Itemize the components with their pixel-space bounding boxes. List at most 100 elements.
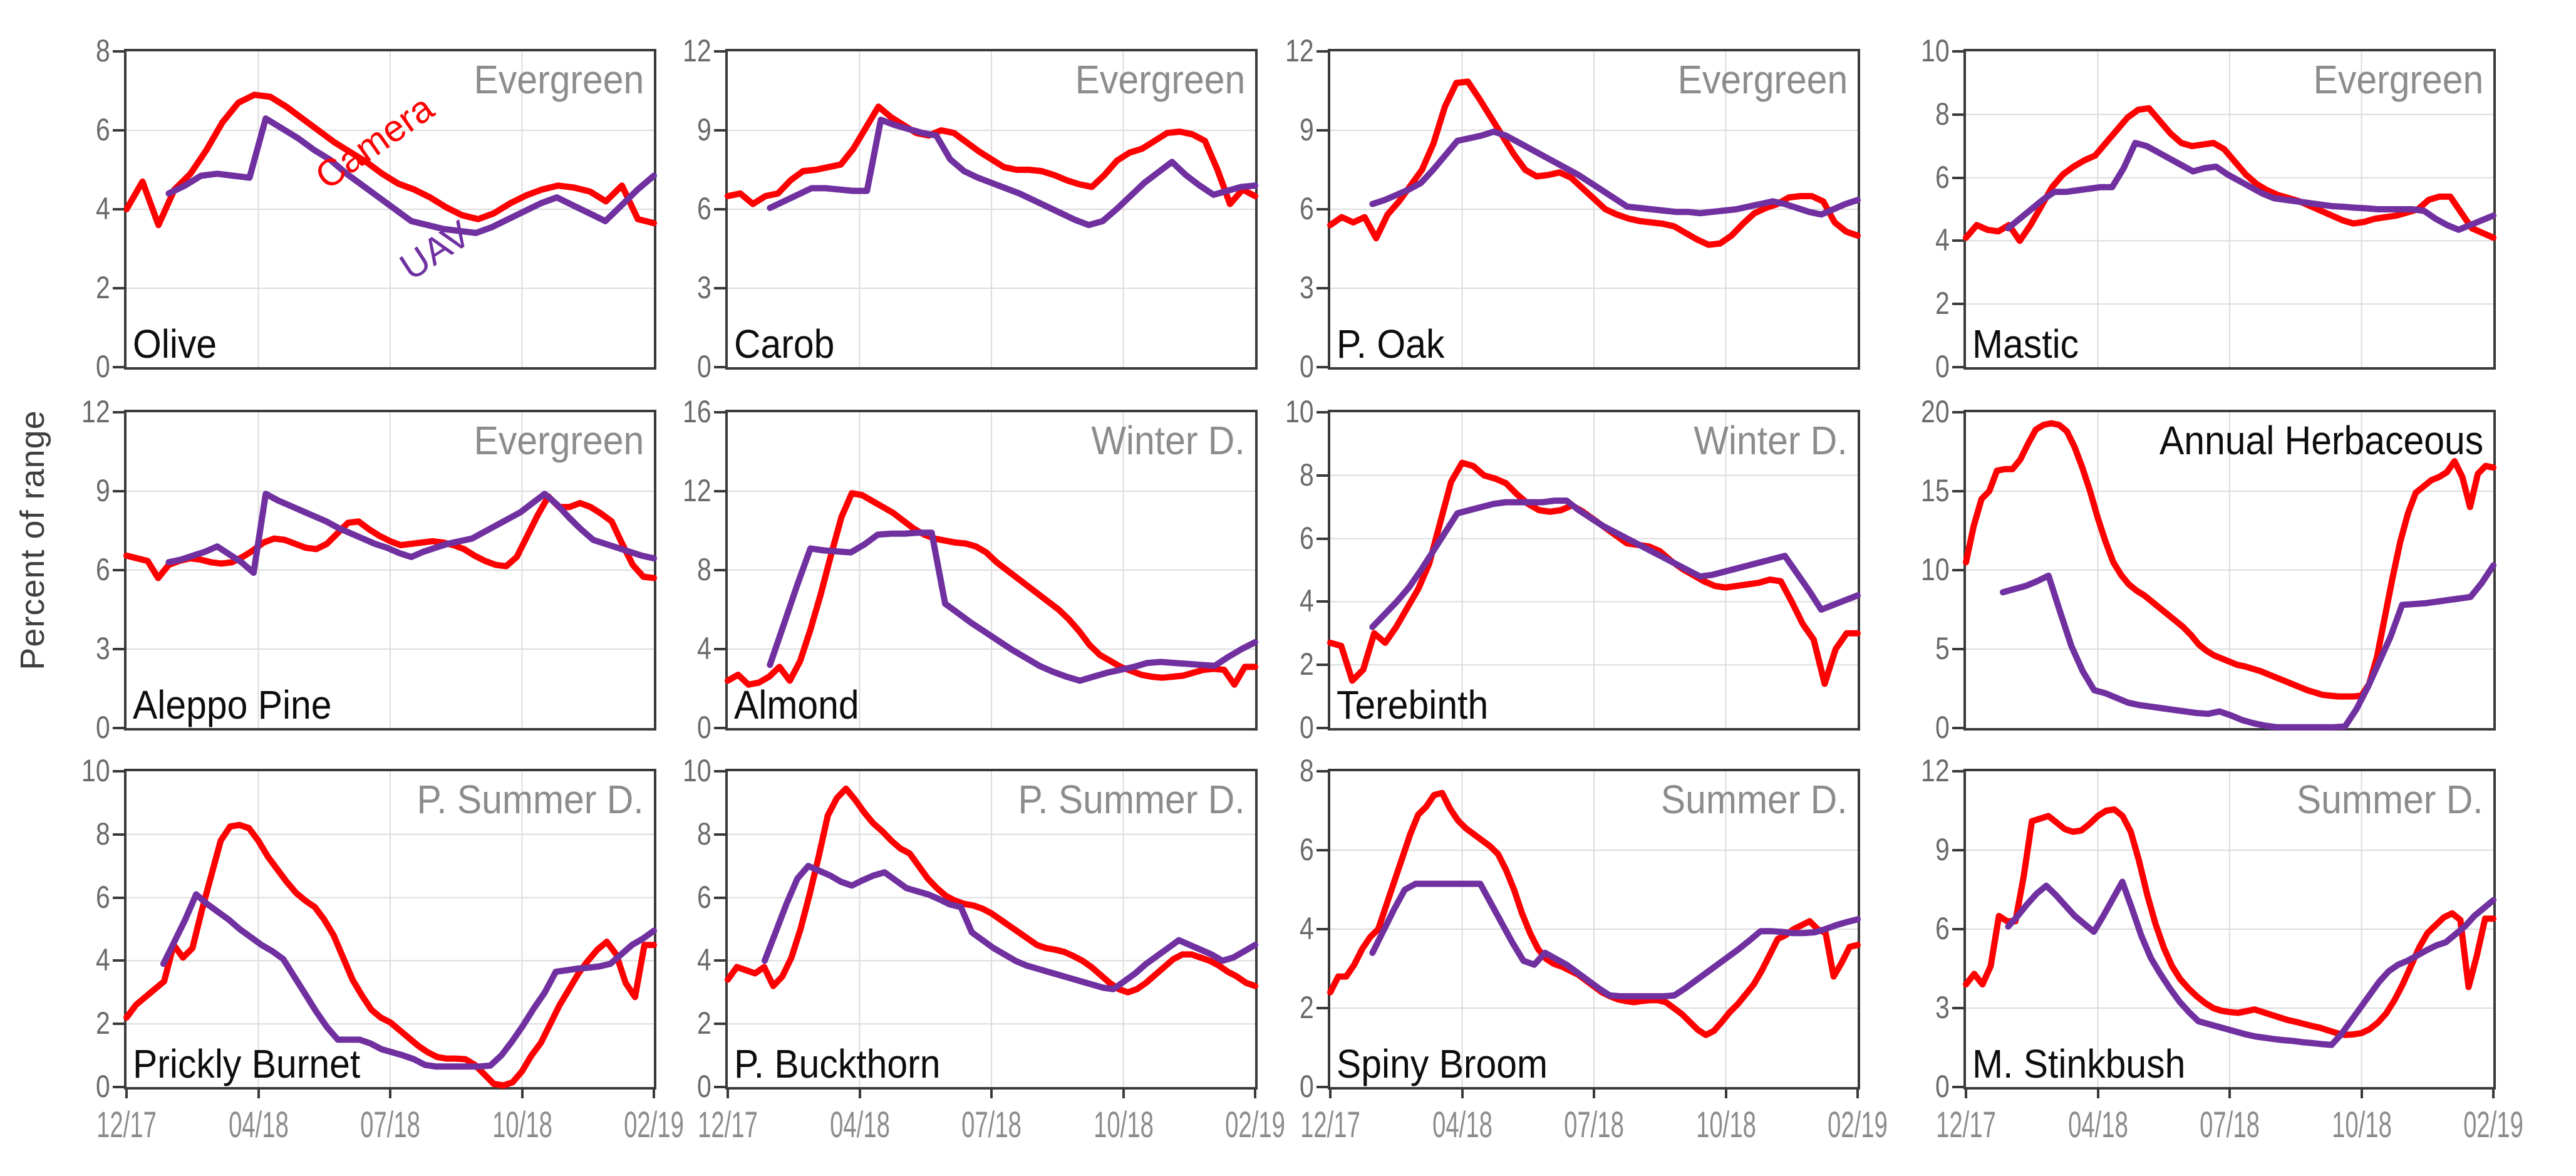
y-tick-mark (714, 569, 725, 571)
category-label: P. Summer D. (1018, 777, 1245, 822)
y-tick-label: 2 (1935, 286, 1950, 321)
category-label: Winter D. (1694, 418, 1848, 463)
y-tick-mark (1316, 411, 1328, 414)
y-tick-label: 10 (81, 753, 110, 788)
x-tick-label: 10/18 (1695, 1105, 1756, 1145)
y-tick-mark (113, 959, 124, 962)
plot-area (1966, 412, 2493, 728)
y-tick-mark (714, 366, 725, 368)
y-tick-mark (714, 727, 725, 729)
y-tick-mark (1316, 600, 1328, 603)
x-tick-mark (520, 1087, 524, 1098)
y-tick-mark (113, 727, 124, 729)
plot-area (1330, 412, 1858, 728)
category-label: Evergreen (2313, 57, 2483, 102)
y-tick-label: 5 (1935, 631, 1950, 666)
plot-area (1330, 771, 1858, 1087)
y-tick-mark (1952, 239, 1963, 242)
species-label: Aleppo Pine (133, 682, 332, 727)
y-tick-mark (714, 959, 725, 962)
y-tick-label: 10 (1921, 33, 1950, 68)
y-tick-mark (113, 833, 124, 836)
y-tick-label: 6 (96, 879, 110, 915)
y-tick-label: 0 (1300, 349, 1314, 384)
y-tick-mark (113, 1022, 124, 1026)
y-tick-label: 9 (1300, 112, 1314, 147)
y-tick-mark (1952, 366, 1963, 368)
uav-line (1372, 884, 1858, 997)
y-tick-label: 3 (697, 270, 711, 305)
y-tick-mark (714, 129, 725, 132)
plot-area (127, 412, 654, 728)
y-tick-mark (113, 1086, 124, 1088)
y-tick-mark (1952, 1086, 1963, 1088)
y-tick-label: 4 (96, 191, 110, 226)
y-tick-label: 8 (1300, 753, 1314, 788)
x-tick-mark (653, 1087, 655, 1098)
chart-aleppo-pine: 0 3 6 9 12 Aleppo Pine Evergreen (81, 396, 656, 743)
y-tick-mark (714, 208, 725, 211)
category-label: P. Summer D. (416, 777, 644, 822)
y-tick-label: 0 (697, 349, 711, 384)
x-tick-mark (389, 1087, 391, 1098)
chart-mastic: 0 2 4 6 8 10 Mastic Evergreen (1921, 35, 2496, 382)
y-tick-label: 0 (697, 710, 711, 745)
x-tick-label: 12/17 (1300, 1105, 1360, 1145)
x-tick-mark (1965, 1087, 1967, 1098)
y-tick-mark (1952, 303, 1963, 306)
x-tick-label: 12/17 (96, 1105, 157, 1145)
y-tick-label: 9 (697, 112, 711, 147)
uav-line (770, 533, 1255, 680)
y-tick-mark (113, 50, 124, 53)
y-tick-mark (1952, 113, 1963, 116)
species-label: Terebinth (1337, 682, 1489, 727)
species-label: Olive (133, 321, 217, 367)
x-tick-mark (1461, 1087, 1464, 1098)
y-tick-label: 4 (697, 942, 711, 978)
plot-area (728, 51, 1255, 367)
plot-area (1330, 51, 1858, 367)
y-tick-mark (1316, 849, 1328, 851)
x-tick-label: 02/19 (624, 1105, 684, 1145)
y-tick-label: 12 (1285, 33, 1314, 68)
camera-line (728, 107, 1255, 204)
x-tick-label: 04/18 (1432, 1105, 1492, 1145)
y-tick-label: 0 (1300, 1069, 1314, 1104)
y-tick-label: 8 (1300, 457, 1314, 492)
y-tick-label: 12 (1921, 753, 1950, 788)
x-tick-label: 04/18 (2067, 1105, 2128, 1145)
y-tick-mark (1952, 928, 1963, 930)
y-tick-label: 10 (1285, 394, 1314, 429)
y-tick-mark (714, 287, 725, 289)
x-tick-mark (1724, 1087, 1727, 1098)
y-tick-mark (113, 490, 124, 492)
chart-carob: 0 3 6 9 12 Carob Evergreen (683, 35, 1258, 382)
y-tick-label: 10 (1921, 552, 1950, 587)
y-tick-label: 2 (697, 1006, 711, 1041)
y-tick-mark (1316, 208, 1328, 211)
camera-line (1966, 424, 2493, 697)
y-tick-label: 6 (1300, 832, 1314, 867)
x-tick-mark (257, 1087, 260, 1098)
y-tick-label: 4 (1300, 911, 1314, 946)
y-tick-mark (714, 1022, 725, 1026)
uav-line (168, 118, 654, 233)
y-tick-mark (714, 50, 725, 53)
y-tick-label: 10 (683, 753, 711, 788)
y-tick-label: 0 (697, 1069, 711, 1104)
y-tick-mark (113, 366, 124, 368)
plot-area (728, 412, 1255, 728)
x-tick-label: 10/18 (1093, 1105, 1154, 1145)
y-tick-mark (1952, 176, 1963, 179)
camera-line (1966, 108, 2493, 241)
camera-line (127, 825, 654, 1086)
x-tick-label: 07/18 (1564, 1105, 1624, 1145)
y-tick-mark (113, 896, 124, 899)
x-tick-mark (1856, 1087, 1859, 1098)
plot-area (127, 771, 654, 1087)
y-tick-mark (1316, 366, 1328, 368)
y-tick-label: 0 (1935, 1069, 1950, 1104)
x-tick-label: 02/19 (1828, 1105, 1888, 1145)
y-tick-mark (714, 648, 725, 650)
y-tick-mark (1316, 1086, 1328, 1088)
